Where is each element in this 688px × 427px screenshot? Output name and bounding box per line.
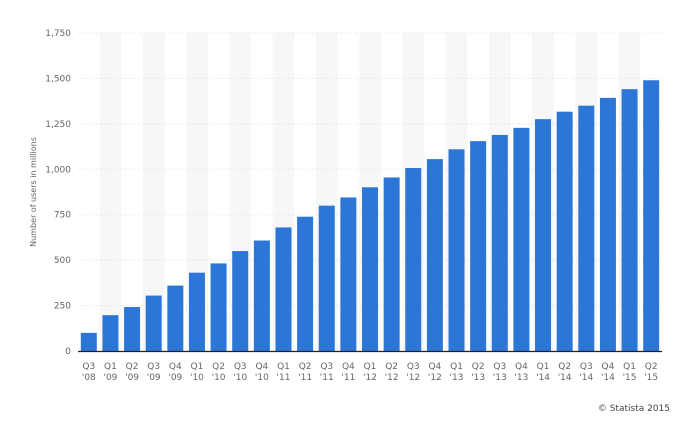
x-tick-label: Q4 [255,362,268,372]
y-axis-label: Number of users in millions [29,137,38,247]
x-tick-label: '09 [125,373,139,383]
x-tick-label: Q1 [191,362,204,372]
bar [340,197,357,351]
bar [491,134,508,351]
bar [578,105,595,351]
x-tick-label: Q2 [645,362,658,372]
bar [102,315,119,351]
x-tick-label: Q2 [299,362,312,372]
x-tick-label: Q2 [212,362,225,372]
x-tick-label: '13 [450,373,464,383]
x-tick-label: Q2 [472,362,485,372]
x-tick-label: '10 [190,373,204,383]
bar [167,285,184,351]
y-tick-label: 1,250 [45,120,71,130]
bar [253,240,270,351]
bar [535,119,552,351]
bar [599,97,616,351]
x-tick-label: Q2 [385,362,398,372]
x-tick-label: '13 [514,373,528,383]
y-tick-label: 750 [54,211,71,221]
x-tick-label: '13 [493,373,507,383]
x-tick-label: Q3 [147,362,160,372]
y-tick-label: 500 [54,256,71,266]
credit: © Statista 2015 [597,404,670,414]
x-tick-label: Q3 [82,362,95,372]
bar [275,227,292,351]
x-tick-label: Q4 [169,362,182,372]
y-tick-label: 250 [54,302,71,312]
x-tick-label: Q1 [364,362,377,372]
x-tick-label: '10 [233,373,247,383]
bar [621,89,638,351]
bar [318,205,335,351]
x-tick-label: '15 [644,373,658,383]
x-tick-label: Q4 [602,362,615,372]
x-tick-label: Q2 [126,362,139,372]
bar [556,111,573,352]
x-tick-label: '12 [385,373,399,383]
bar [145,295,162,351]
x-tick-label: Q3 [407,362,420,372]
x-tick-label: '08 [82,373,96,383]
bar [513,127,530,351]
bar [124,307,141,351]
x-tick-label: Q1 [450,362,463,372]
bar [643,80,660,351]
bar [426,159,443,351]
bar [232,251,249,351]
x-tick-label: Q4 [342,362,355,372]
x-tick-label: '14 [579,373,593,383]
bar [297,216,314,351]
column-stripe [99,33,122,351]
x-tick-label: '12 [406,373,420,383]
x-tick-label: '12 [428,373,442,383]
y-tick-label: 1,750 [45,29,71,39]
x-tick-label: Q2 [558,362,571,372]
x-tick-label: '14 [558,373,572,383]
y-tick-label: 0 [65,347,71,357]
x-tick-label: '09 [168,373,182,383]
x-tick-label: Q4 [515,362,528,372]
x-tick-label: Q3 [234,362,247,372]
x-tick-label: Q3 [580,362,593,372]
bar [362,187,378,351]
y-tick-label: 1,500 [45,74,71,84]
x-tick-label: '14 [601,373,615,383]
x-tick-label: '10 [212,373,226,383]
bar [470,141,487,351]
x-tick-label: Q1 [537,362,550,372]
x-tick-label: Q1 [277,362,290,372]
bar [210,263,227,351]
x-tick-label: '09 [147,373,161,383]
x-tick-label: Q4 [428,362,441,372]
x-tick-label: '13 [471,373,485,383]
bar [383,177,400,351]
x-tick-label: '11 [320,373,334,383]
x-tick-label: '11 [341,373,355,383]
x-tick-label: Q1 [623,362,636,372]
x-tick-label: '14 [536,373,550,383]
bar [80,332,97,351]
bar [405,168,422,351]
y-tick-label: 1,000 [45,165,71,175]
x-tick-label: '10 [255,373,269,383]
x-tick-label: '15 [623,373,637,383]
x-tick-label: Q3 [320,362,333,372]
x-tick-label: Q1 [104,362,117,372]
x-tick-label: '11 [298,373,312,383]
bar [188,272,205,351]
column-stripe [142,33,165,351]
column-stripe [186,33,208,351]
x-tick-label: '11 [277,373,291,383]
bar [448,149,465,351]
x-tick-label: '09 [103,373,117,383]
x-tick-label: '12 [363,373,377,383]
x-tick-label: Q3 [493,362,506,372]
